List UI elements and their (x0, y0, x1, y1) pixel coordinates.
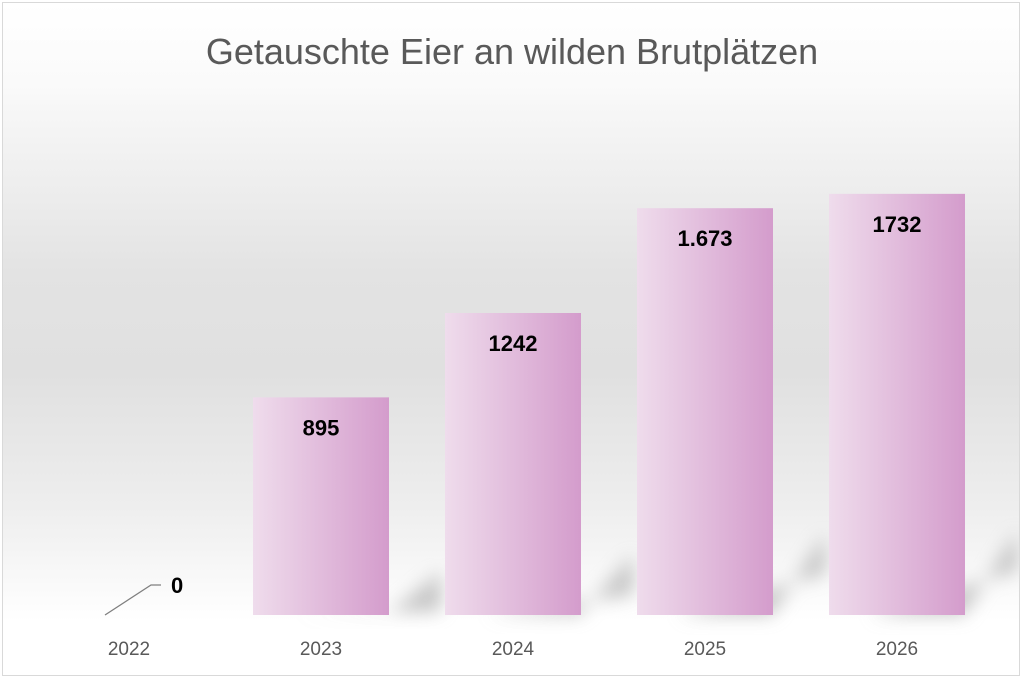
chart-title: Getauschte Eier an wilden Brutplätzen (205, 31, 819, 72)
leader-line (104, 584, 161, 616)
chart-plot: 0 895 1242 1.673 1732 2022 2023 2024 2025 2026 (104, 193, 1017, 660)
data-label: 895 (303, 415, 340, 440)
x-tick-label: 2026 (876, 639, 918, 660)
data-label: 1732 (873, 212, 922, 237)
x-tick-label: 2024 (492, 639, 535, 660)
x-tick-label: 2023 (300, 639, 342, 660)
x-tick-label: 2022 (108, 639, 150, 660)
bar (829, 193, 965, 615)
data-label: 0 (171, 573, 183, 598)
bar-shadow (293, 571, 441, 615)
data-label: 1242 (489, 331, 538, 356)
data-label: 1.673 (677, 226, 732, 251)
bar (637, 208, 773, 615)
bar (445, 312, 581, 615)
bar (253, 397, 389, 615)
x-tick-label: 2025 (684, 639, 726, 660)
